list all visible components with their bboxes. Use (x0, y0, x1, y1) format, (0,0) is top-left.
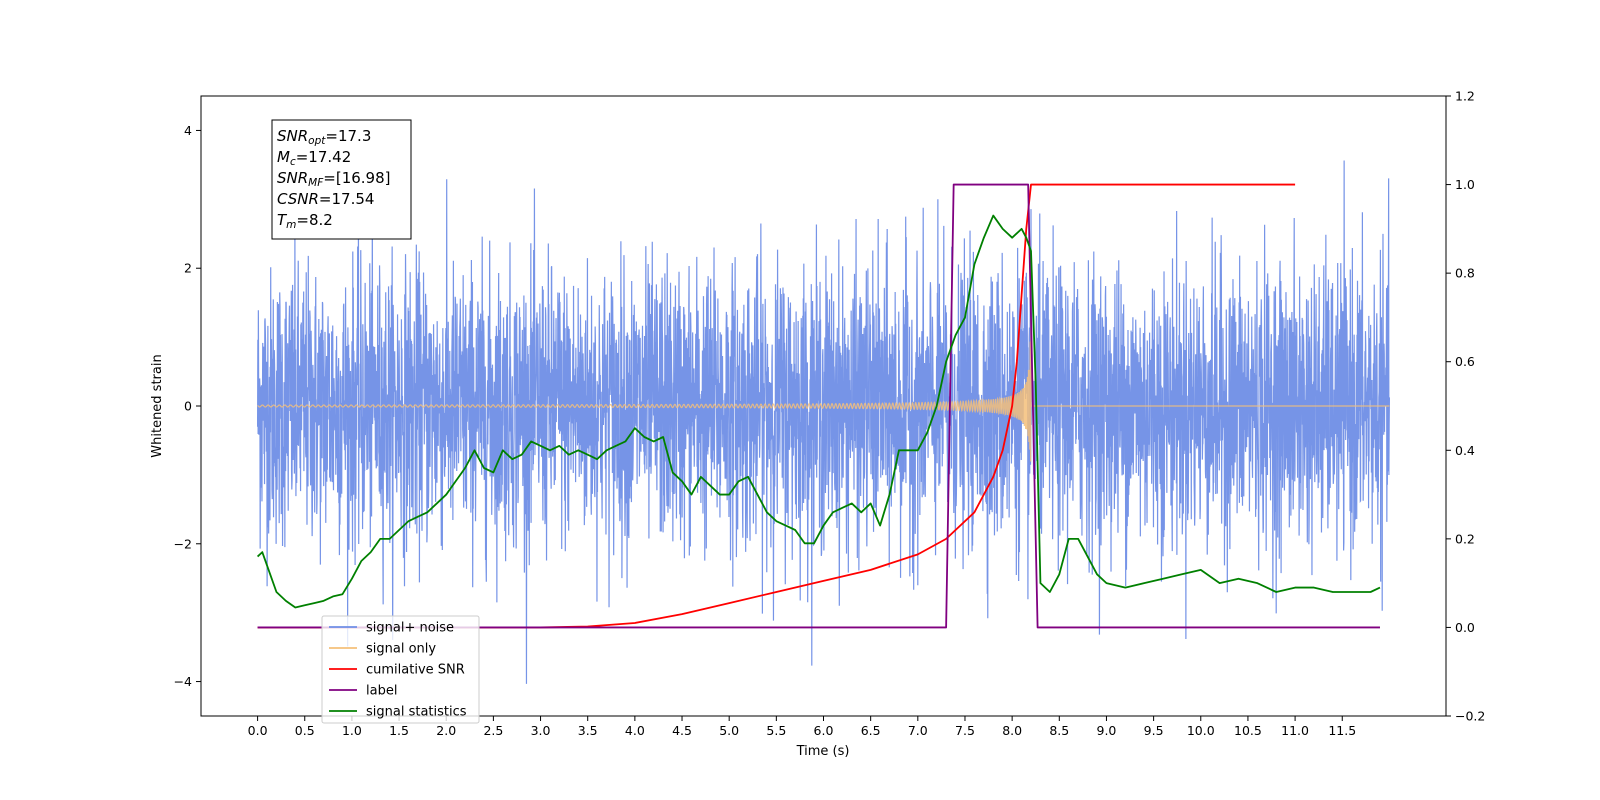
x-tick-label: 6.0 (814, 723, 834, 738)
x-tick-label: 2.0 (436, 723, 456, 738)
y-tick-label: −2 (174, 536, 192, 551)
legend: signal+ noise signal only cumilative SNR la… (321, 615, 480, 724)
y-tick-label: 0 (184, 399, 192, 414)
legend-label: signal statistics (366, 705, 467, 720)
x-tick-label: 7.0 (908, 723, 928, 738)
y2-tick-label: 1.0 (1455, 177, 1475, 192)
series-signal-noise (256, 160, 1391, 684)
y-tick-label: −4 (174, 674, 192, 689)
annotation-lines: SNRopt=17.3Mc=17.42SNRMF=[16.98]CSNR=17.… (277, 127, 391, 231)
x-axis-ticks: 0.0 0.5 1.0 1.5 2.0 2.5 3.0 3.5 4.0 4.5 5.0 5.5 6.0 6… (248, 716, 1356, 738)
x-tick-label: 10.0 (1187, 723, 1215, 738)
annotation-line: Tm=8.2 (277, 211, 333, 231)
legend-frame (321, 615, 480, 724)
x-tick-label: 5.0 (719, 723, 739, 738)
y2-axis-ticks: 1.2 1.0 0.8 0.6 0.4 0.2 0.0 −0.2 (1446, 89, 1485, 724)
x-tick-label: 11.5 (1328, 723, 1356, 738)
x-tick-label: 4.5 (672, 723, 692, 738)
x-tick-label: 9.5 (1144, 723, 1164, 738)
y2-tick-label: 1.2 (1455, 89, 1475, 104)
legend-label: signal only (366, 642, 436, 657)
x-tick-label: 1.0 (342, 723, 362, 738)
y2-tick-label: 0.6 (1455, 354, 1475, 369)
x-tick-label: 7.5 (955, 723, 975, 738)
y2-tick-label: 0.2 (1455, 531, 1475, 546)
x-tick-label: 0.0 (248, 723, 268, 738)
y2-tick-label: 0.0 (1455, 620, 1475, 635)
annotation-line: SNRMF=[16.98] (277, 169, 391, 189)
x-tick-label: 11.0 (1281, 723, 1309, 738)
y2-tick-label: 0.4 (1455, 443, 1475, 458)
annotation-line: Mc=17.42 (277, 148, 351, 168)
annotation-box: SNRopt=17.3Mc=17.42SNRMF=[16.98]CSNR=17.… (271, 119, 412, 240)
annotation-frame (271, 119, 412, 240)
x-tick-label: 0.5 (295, 723, 315, 738)
legend-label: signal+ noise (366, 621, 454, 636)
y-tick-label: 2 (184, 261, 192, 276)
y-axis-ticks: 4 2 0 −2 −4 (174, 123, 201, 689)
x-tick-label: 1.5 (389, 723, 409, 738)
x-axis-label: Time (s) (796, 744, 850, 759)
y-tick-label: 4 (184, 123, 192, 138)
x-tick-label: 2.5 (483, 723, 503, 738)
x-tick-label: 8.0 (1002, 723, 1022, 738)
x-tick-label: 5.5 (766, 723, 786, 738)
y2-tick-label: 0.8 (1455, 266, 1475, 281)
legend-label: cumilative SNR (366, 663, 465, 678)
series-cumilative-snr (257, 183, 1296, 629)
y-axis-label: Whitened strain (150, 354, 165, 457)
series-layer (256, 160, 1391, 684)
x-tick-label: 6.5 (861, 723, 881, 738)
legend-entries: signal+ noise signal only cumilative SNR la… (329, 621, 467, 720)
annotation-line: CSNR=17.54 (277, 190, 374, 208)
legend-label: label (366, 684, 397, 699)
series-label (257, 183, 1380, 629)
x-tick-label: 9.0 (1097, 723, 1117, 738)
x-tick-label: 10.5 (1234, 723, 1262, 738)
y2-tick-label: −0.2 (1455, 709, 1485, 724)
annotation-line: SNRopt=17.3 (277, 127, 371, 147)
series-signal-statistics (256, 214, 1381, 609)
series-signal-only (257, 296, 1390, 462)
x-tick-label: 4.0 (625, 723, 645, 738)
x-tick-label: 3.5 (578, 723, 598, 738)
x-tick-label: 8.5 (1049, 723, 1069, 738)
x-tick-label: 3.0 (531, 723, 551, 738)
